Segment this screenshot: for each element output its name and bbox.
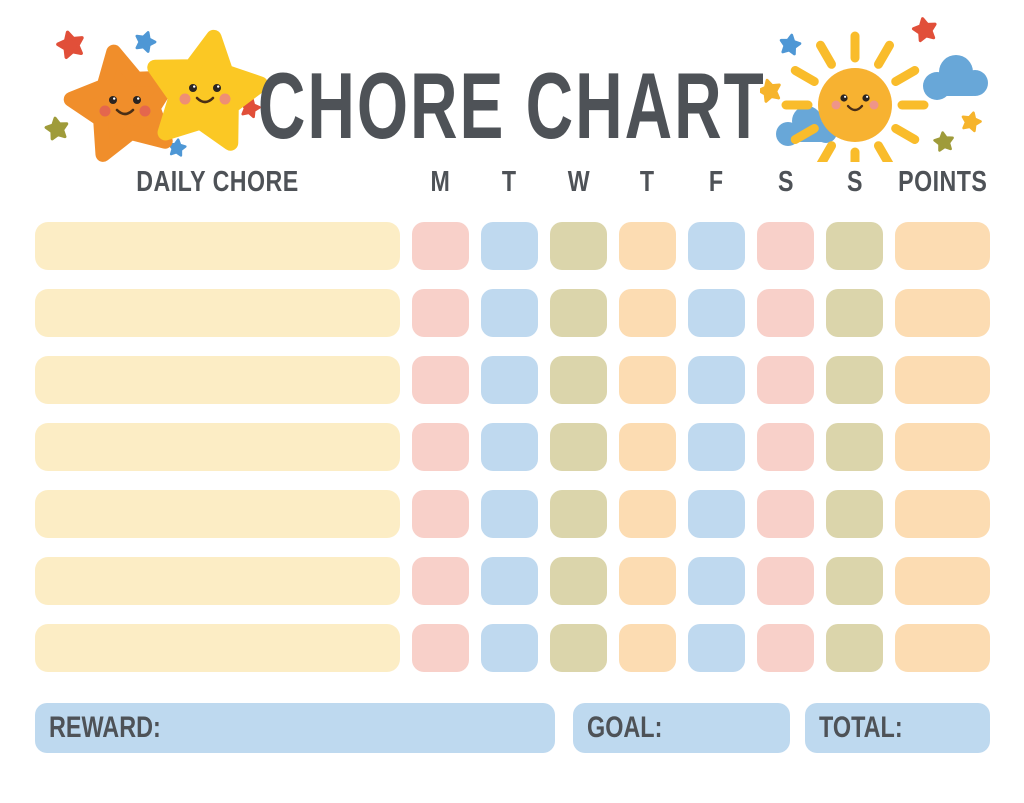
points-cell[interactable] (895, 423, 990, 471)
total-box[interactable]: TOTAL: (805, 703, 990, 753)
day-cell[interactable] (619, 222, 676, 270)
day-cell[interactable] (550, 423, 607, 471)
day-cell[interactable] (550, 624, 607, 672)
yellow-star-icon (145, 29, 266, 146)
day-header-0-label: M (430, 166, 451, 198)
day-cell[interactable] (688, 557, 745, 605)
reward-box[interactable]: REWARD: (35, 703, 555, 753)
day-cell[interactable] (757, 423, 814, 471)
chore-name-field[interactable] (35, 222, 400, 270)
day-cell[interactable] (826, 423, 883, 471)
day-cell[interactable] (688, 289, 745, 337)
day-cell[interactable] (688, 356, 745, 404)
day-cell[interactable] (757, 356, 814, 404)
daily-chore-header: DAILY CHORE (35, 161, 400, 203)
day-cell[interactable] (412, 423, 469, 471)
day-cell[interactable] (688, 423, 745, 471)
day-header-5: S (757, 161, 814, 203)
points-header-label: POINTS (897, 166, 988, 198)
day-cell[interactable] (619, 356, 676, 404)
day-cell[interactable] (826, 222, 883, 270)
day-cell[interactable] (757, 222, 814, 270)
points-cell[interactable] (895, 557, 990, 605)
stars-decoration (43, 15, 295, 170)
points-cell[interactable] (895, 624, 990, 672)
day-cell[interactable] (412, 289, 469, 337)
day-cell[interactable] (412, 222, 469, 270)
day-cell[interactable] (412, 557, 469, 605)
day-cell[interactable] (481, 289, 538, 337)
day-header-0: M (412, 161, 469, 203)
chore-name-field[interactable] (35, 356, 400, 404)
reward-label: REWARD: (49, 711, 161, 744)
points-cell[interactable] (895, 289, 990, 337)
day-cell[interactable] (757, 490, 814, 538)
day-cell[interactable] (826, 356, 883, 404)
day-cell[interactable] (619, 423, 676, 471)
day-header-4-label: F (709, 166, 724, 198)
day-cell[interactable] (619, 289, 676, 337)
total-label: TOTAL: (819, 711, 903, 744)
sun-clouds-decoration (760, 14, 988, 162)
day-cell[interactable] (481, 490, 538, 538)
day-cell[interactable] (688, 624, 745, 672)
day-header-1: T (481, 161, 538, 203)
cloud-icon (923, 55, 988, 100)
day-cell[interactable] (412, 490, 469, 538)
sun-icon (781, 31, 929, 162)
points-cell[interactable] (895, 490, 990, 538)
day-header-5-label: S (777, 166, 794, 198)
points-cell[interactable] (895, 222, 990, 270)
day-cell[interactable] (550, 222, 607, 270)
chore-grid: DAILY CHORE M T W T F S S POINTS (35, 161, 990, 672)
day-cell[interactable] (826, 557, 883, 605)
day-cell[interactable] (412, 356, 469, 404)
chore-name-field[interactable] (35, 490, 400, 538)
day-header-3-label: T (640, 166, 655, 198)
orange-star-icon (64, 42, 185, 159)
day-cell[interactable] (757, 557, 814, 605)
day-cell[interactable] (550, 490, 607, 538)
day-cell[interactable] (826, 490, 883, 538)
daily-chore-header-label: DAILY CHORE (136, 166, 299, 198)
day-cell[interactable] (619, 557, 676, 605)
day-header-2-label: W (567, 166, 590, 198)
page-title: CHORE CHART (258, 53, 766, 158)
goal-label: GOAL: (587, 711, 663, 744)
day-cell[interactable] (412, 624, 469, 672)
day-cell[interactable] (826, 289, 883, 337)
day-cell[interactable] (619, 490, 676, 538)
day-cell[interactable] (619, 624, 676, 672)
day-cell[interactable] (688, 490, 745, 538)
day-header-2: W (550, 161, 607, 203)
day-cell[interactable] (826, 624, 883, 672)
points-cell[interactable] (895, 356, 990, 404)
day-cell[interactable] (481, 356, 538, 404)
day-header-4: F (688, 161, 745, 203)
day-cell[interactable] (550, 289, 607, 337)
day-header-1-label: T (502, 166, 517, 198)
points-header: POINTS (895, 161, 990, 203)
day-cell[interactable] (757, 289, 814, 337)
day-cell[interactable] (481, 423, 538, 471)
day-cell[interactable] (757, 624, 814, 672)
day-cell[interactable] (688, 222, 745, 270)
chore-name-field[interactable] (35, 289, 400, 337)
day-header-6-label: S (846, 166, 863, 198)
chore-name-field[interactable] (35, 557, 400, 605)
day-cell[interactable] (481, 624, 538, 672)
chore-name-field[interactable] (35, 423, 400, 471)
chore-name-field[interactable] (35, 624, 400, 672)
day-cell[interactable] (481, 222, 538, 270)
day-cell[interactable] (550, 356, 607, 404)
day-header-6: S (826, 161, 883, 203)
day-cell[interactable] (550, 557, 607, 605)
day-cell[interactable] (481, 557, 538, 605)
day-header-3: T (619, 161, 676, 203)
goal-box[interactable]: GOAL: (573, 703, 790, 753)
